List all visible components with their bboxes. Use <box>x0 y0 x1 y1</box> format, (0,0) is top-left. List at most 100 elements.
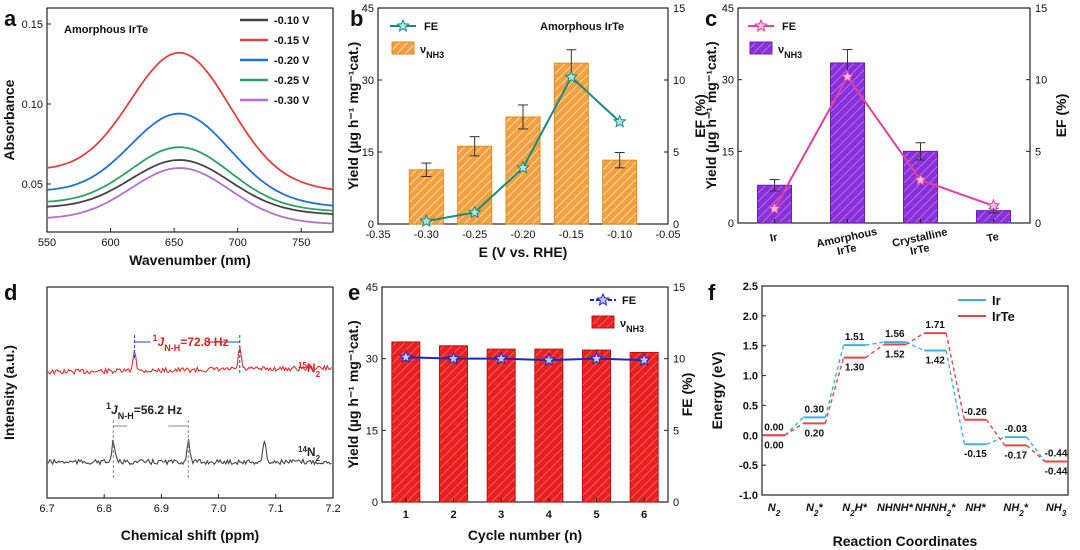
fe-point <box>541 352 556 367</box>
legend-star <box>596 292 610 306</box>
y-tick-label: 30 <box>362 75 374 87</box>
fe-point <box>494 351 509 365</box>
y2-tick-label: 15 <box>673 282 685 294</box>
y2-tick-label: 15 <box>673 3 685 15</box>
legend-label: -0.15 V <box>274 35 310 47</box>
fe-point <box>564 69 579 84</box>
x-tick-label: 6 <box>641 509 647 521</box>
fe-line <box>405 356 645 362</box>
y2-tick-label: 10 <box>673 75 685 87</box>
y2-axis-label: EF (%) <box>692 94 708 138</box>
yield-bar <box>553 62 589 225</box>
y2-tick-label: 5 <box>673 425 679 437</box>
y-tick-label: 0.05 <box>22 179 43 191</box>
energy-connector <box>784 422 804 436</box>
energy-connector <box>945 333 966 420</box>
panel-d-frame <box>46 286 334 499</box>
energy-value-label: -0.03 <box>1004 424 1027 435</box>
step-label: N2 <box>768 502 781 518</box>
x-tick-label: 6.8 <box>97 503 112 515</box>
energy-connector <box>1026 444 1046 463</box>
legend-label: -0.25 V <box>274 75 310 87</box>
y2-tick-label: 0 <box>1035 218 1041 230</box>
yield-bar <box>534 348 564 503</box>
legend-fe: FE <box>782 21 796 33</box>
panel-a-frame <box>46 7 334 233</box>
isotope-label-n15: 15N2 <box>298 361 321 379</box>
y-tick-label: 15 <box>366 425 378 437</box>
legend-bar <box>591 315 615 329</box>
series-line <box>46 159 334 215</box>
energy-connector <box>824 357 845 424</box>
fe-point <box>467 205 482 219</box>
coupling-label-15n: 1JN-H=72.8 Hz <box>153 333 229 353</box>
energy-value-label: -0.26 <box>964 407 987 418</box>
y2-tick-label: 10 <box>1035 75 1047 87</box>
series-line <box>46 167 334 225</box>
x-tick-label: 550 <box>38 237 56 249</box>
isotope-label-n14: 14N2 <box>298 445 321 463</box>
fe-point <box>913 172 928 186</box>
energy-connector <box>905 332 925 346</box>
x-axis-label: Wavenumber (nm) <box>129 252 251 268</box>
panel-e-frame <box>381 286 669 503</box>
step-label: N2* <box>806 502 823 518</box>
legend-fe: FE <box>424 21 438 33</box>
x-tick-label: -0.30 <box>414 229 439 241</box>
yield-bar <box>602 159 638 225</box>
x-tick-label: 1 <box>403 509 409 521</box>
x-tick-label: -0.10 <box>607 229 632 241</box>
legend-star <box>396 18 410 32</box>
energy-value-label: 1.42 <box>925 355 945 366</box>
y-axis-label: Energy (eV) <box>709 352 725 430</box>
x-category-label: IrTe <box>909 242 930 258</box>
panel-b-potential-yield: -0.35 -0.30 -0.25 -0.20 -0.15 -0.10 -0.0501530… <box>345 3 708 260</box>
y-tick-label: 0.0 <box>743 430 758 442</box>
legend-nu: νNH3 <box>778 44 802 60</box>
series-line <box>46 146 334 212</box>
yield-bar <box>391 341 421 503</box>
panel-letter-c: c <box>705 6 717 31</box>
energy-value-label: 1.51 <box>845 332 865 343</box>
yield-bar <box>629 351 659 503</box>
panel-letter-d: d <box>4 280 17 305</box>
panel-b-title: Amorphous IrTe <box>540 21 624 33</box>
yield-bar <box>439 345 468 503</box>
y-tick-label: 15 <box>362 147 374 159</box>
x-tick-label: 6.9 <box>154 503 169 515</box>
x-tick-label: 7.2 <box>325 503 340 515</box>
y-axis-label: Intensity (a.u.) <box>1 345 17 440</box>
energy-value-label: -0.17 <box>1004 450 1027 461</box>
x-tick-label: -0.25 <box>462 229 487 241</box>
fe-point <box>446 351 461 365</box>
step-label: NH2* <box>1003 502 1028 518</box>
step-label: NH3 <box>1046 502 1067 518</box>
x-tick-label: 700 <box>228 237 246 249</box>
energy-value-label: 1.30 <box>845 363 865 374</box>
y-tick-label: 30 <box>722 75 734 87</box>
energy-value-label: 1.71 <box>925 320 945 331</box>
y2-tick-label: 5 <box>673 147 679 159</box>
fe-point <box>767 201 782 215</box>
energy-value-label: 0.00 <box>764 422 784 433</box>
y-tick-label: 45 <box>362 3 374 15</box>
fe-line <box>773 74 994 210</box>
panel-letter-e: e <box>348 280 360 305</box>
energy-connector <box>986 436 1005 445</box>
y2-axis-label: EF (%) <box>1053 94 1069 138</box>
nmr-spectrum <box>46 439 332 466</box>
x-tick-label: -0.05 <box>655 229 680 241</box>
fe-point <box>516 160 530 174</box>
energy-connector <box>985 419 1006 446</box>
step-label: NHNH2* <box>915 502 956 518</box>
panel-f-frame <box>761 285 1069 496</box>
panel-letter-a: a <box>4 6 17 31</box>
legend-bar <box>749 41 773 55</box>
fe-point <box>840 69 855 83</box>
y-tick-label: 0.15 <box>22 19 43 31</box>
legend-bar <box>391 41 415 55</box>
step-label: NHNH* <box>877 502 914 514</box>
energy-connector <box>905 341 925 352</box>
x-tick-label: 5 <box>593 509 599 521</box>
y-tick-label: 1.0 <box>743 371 758 383</box>
